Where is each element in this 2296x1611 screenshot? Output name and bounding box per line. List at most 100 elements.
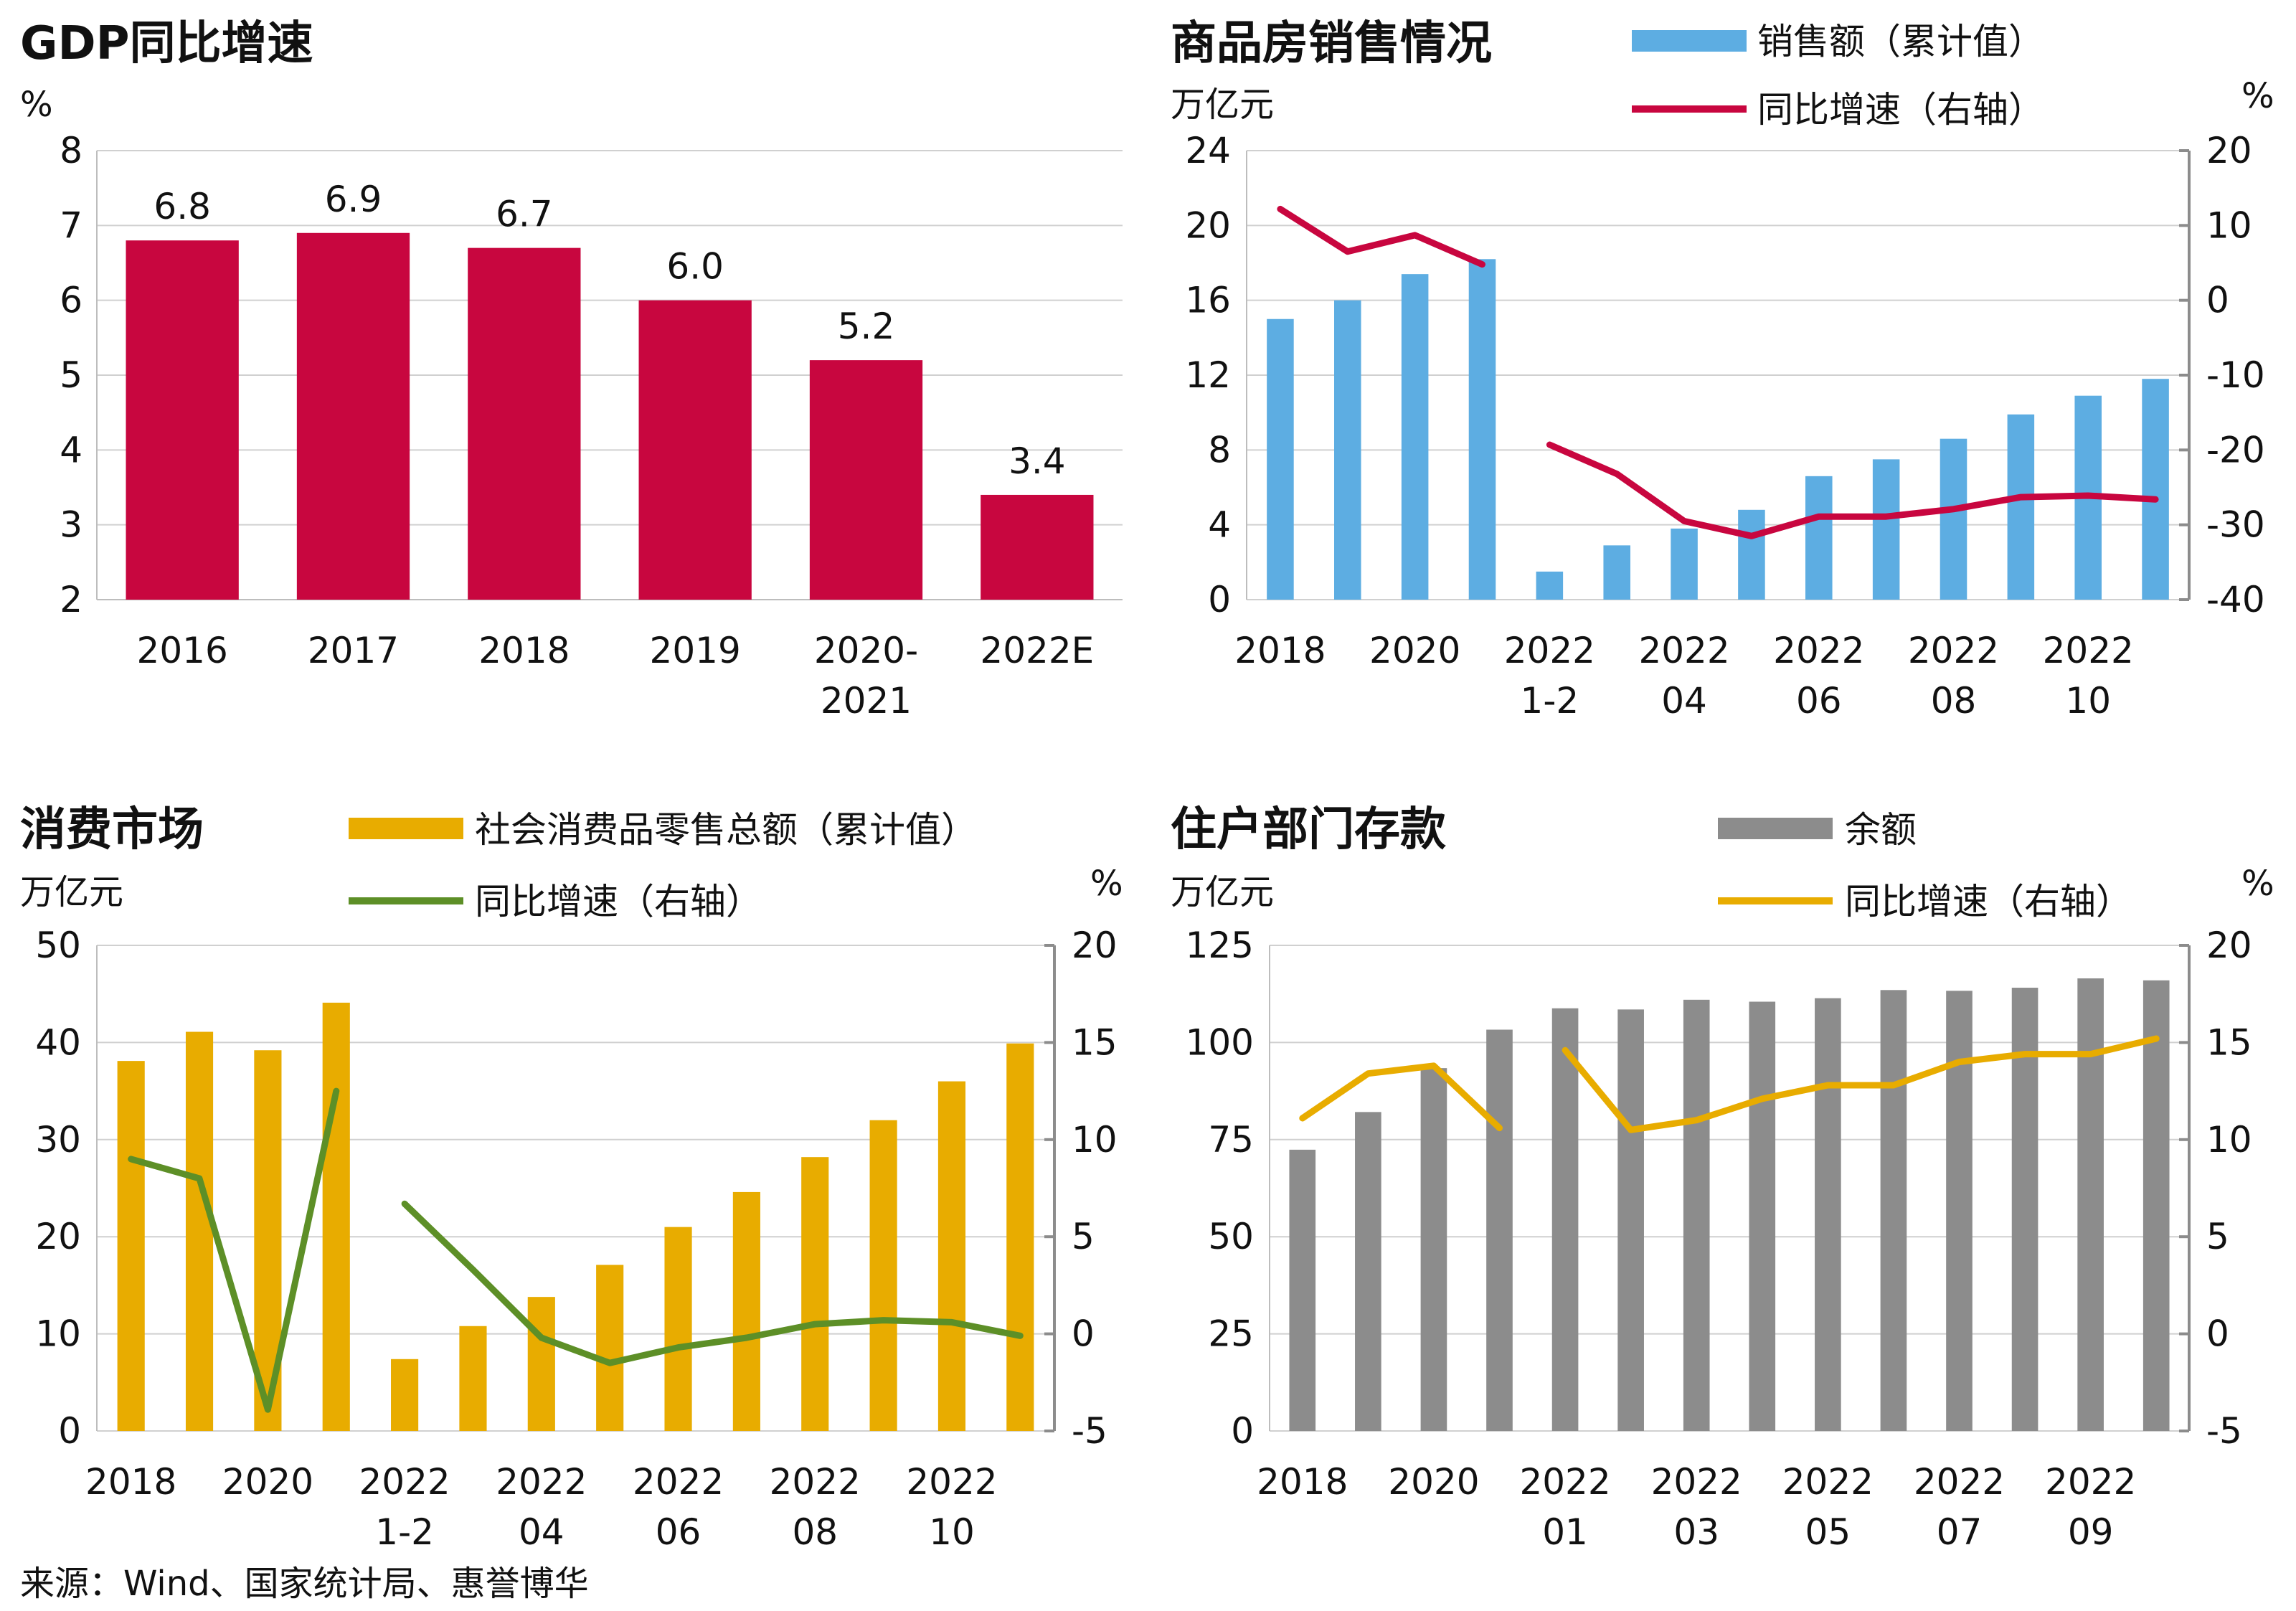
retail-right-y-tick-label: 15 — [1072, 1021, 1118, 1063]
retail-left-axis-unit: 万亿元 — [20, 872, 123, 912]
housing-bar — [1468, 259, 1496, 600]
retail-x-tick-label: 1-2 — [375, 1511, 434, 1553]
retail-bar — [664, 1227, 692, 1431]
gdp-data-label: 6.7 — [496, 194, 553, 235]
housing-left-y-ticks: 0 4 8 12 16 20 24 — [1185, 130, 1231, 620]
retail-left-y-tick-label: 0 — [58, 1410, 81, 1452]
deposits-gridlines — [1269, 945, 2189, 1432]
deposits-x-tick-label: 07 — [1937, 1511, 1983, 1553]
deposits-left-y-tick-label: 0 — [1231, 1410, 1254, 1452]
deposits-right-y-ticks: -5 0 5 10 15 20 — [2206, 925, 2252, 1452]
deposits-x-tick-label: 01 — [1542, 1511, 1588, 1553]
retail-left-y-ticks: 0 10 20 30 40 50 — [35, 925, 81, 1452]
deposits-left-y-ticks: 0 25 50 75 100 125 — [1186, 925, 1254, 1452]
deposits-bar — [1815, 998, 1841, 1431]
housing-legend-bar-swatch — [1632, 30, 1747, 52]
housing-bar — [1805, 476, 1833, 600]
housing-x-tick-label: 2022 — [1773, 630, 1864, 671]
deposits-bar — [1420, 1068, 1447, 1431]
deposits-right-y-tick-label: 20 — [2206, 925, 2252, 966]
deposits-bar — [2077, 978, 2104, 1431]
retail-x-tick-label: 08 — [792, 1511, 838, 1553]
housing-bars — [1267, 259, 2169, 600]
deposits-x-tick-label: 2018 — [1257, 1461, 1348, 1503]
gdp-y-tick-label: 6 — [60, 280, 82, 321]
housing-x-tick-label: 2018 — [1234, 630, 1326, 671]
housing-right-axis-unit: % — [2241, 76, 2274, 116]
retail-yoy-line-segment — [401, 1200, 1024, 1366]
retail-chart-title: 消费市场 — [20, 803, 204, 856]
housing-right-y-ticks: -40 -30 -20 -10 0 10 20 — [2206, 130, 2265, 620]
retail-bar — [391, 1359, 419, 1431]
retail-x-tick-label: 2022 — [770, 1461, 861, 1503]
gdp-data-label: 5.2 — [838, 306, 895, 347]
retail-yoy-line-segment — [128, 1087, 340, 1413]
deposits-x-tick-label: 2022 — [1782, 1461, 1874, 1503]
gdp-chart-title: GDP同比增速 — [20, 17, 313, 70]
deposits-bar — [1946, 991, 1973, 1431]
retail-right-y-tick-label: 10 — [1072, 1119, 1118, 1161]
gdp-data-label: 6.9 — [325, 179, 382, 220]
retail-x-tick-label: 2020 — [222, 1461, 313, 1503]
gdp-chart-panel: GDP同比增速 % 6.8 6.9 6.7 6.0 5.2 3.4 2 3 4 5 6 7 8 201… — [20, 17, 1123, 722]
deposits-bar — [1486, 1029, 1513, 1431]
retail-legend-line-label: 同比增速（右轴） — [475, 881, 762, 922]
retail-bar — [801, 1157, 829, 1431]
housing-left-y-tick-label: 12 — [1185, 354, 1231, 396]
gdp-data-label: 6.0 — [666, 246, 724, 288]
deposits-bars — [1289, 978, 2170, 1431]
deposits-bar — [1749, 1001, 1776, 1431]
retail-x-tick-label: 2022 — [633, 1461, 724, 1503]
housing-bar — [1401, 274, 1429, 600]
deposits-left-y-tick-label: 75 — [1208, 1119, 1254, 1161]
retail-bar — [869, 1120, 897, 1431]
retail-x-tick-label: 2022 — [906, 1461, 997, 1503]
deposits-x-tick-label: 2020 — [1388, 1461, 1479, 1503]
deposits-left-y-tick-label: 100 — [1186, 1021, 1254, 1063]
gdp-bar — [296, 232, 410, 600]
housing-right-axis — [2179, 149, 2191, 601]
retail-left-y-tick-label: 40 — [35, 1021, 81, 1063]
retail-left-y-tick-label: 50 — [35, 925, 81, 966]
housing-bar — [2142, 379, 2169, 600]
retail-left-y-tick-label: 10 — [35, 1313, 81, 1355]
housing-bar — [1940, 438, 1967, 600]
housing-bar — [1603, 545, 1630, 600]
retail-bar — [527, 1297, 555, 1431]
gdp-bar — [126, 240, 239, 600]
housing-yoy-line — [1277, 205, 2159, 539]
retail-bar — [596, 1265, 624, 1431]
gdp-y-tick-label: 2 — [60, 579, 82, 620]
retail-right-y-tick-label: 20 — [1072, 925, 1118, 966]
deposits-right-y-tick-label: 10 — [2206, 1119, 2252, 1161]
deposits-x-tick-label: 03 — [1673, 1511, 1719, 1553]
deposits-bar — [1289, 1149, 1316, 1431]
deposits-x-tick-label: 2022 — [1519, 1461, 1610, 1503]
retail-left-y-tick-label: 20 — [35, 1216, 81, 1257]
deposits-right-y-tick-label: 0 — [2206, 1313, 2229, 1355]
retail-bar — [185, 1031, 214, 1431]
gdp-data-label: 3.4 — [1008, 440, 1066, 482]
retail-yoy-line — [128, 1087, 1024, 1413]
deposits-yoy-line-segment — [1299, 1062, 1503, 1132]
retail-x-tick-label: 2022 — [359, 1461, 450, 1503]
deposits-left-axis-unit: 万亿元 — [1171, 872, 1274, 912]
retail-legend-bar-label: 社会消费品零售总额（累计值） — [475, 809, 977, 851]
housing-x-tick-label: 2022 — [2043, 630, 2134, 671]
housing-x-tick-label: 2020 — [1369, 630, 1460, 671]
housing-bar — [1334, 300, 1361, 600]
housing-right-y-tick-label: 10 — [2206, 204, 2252, 246]
housing-bar — [1738, 509, 1765, 600]
gdp-x-tick-label: 2016 — [137, 630, 228, 671]
housing-left-y-tick-label: 0 — [1208, 579, 1231, 620]
housing-bar — [1872, 459, 1900, 600]
gdp-y-axis-ticks: 2 3 4 5 6 7 8 — [60, 130, 82, 620]
gdp-left-axis-unit: % — [20, 85, 53, 125]
housing-right-y-tick-label: 20 — [2206, 130, 2252, 171]
housing-bar — [1671, 528, 1698, 600]
housing-x-tick-label: 06 — [1796, 680, 1842, 722]
deposits-x-tick-label: 09 — [2068, 1511, 2114, 1553]
housing-left-y-tick-label: 24 — [1185, 130, 1231, 171]
